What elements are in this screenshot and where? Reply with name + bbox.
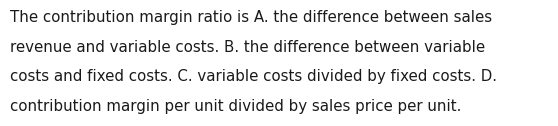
- Text: contribution margin per unit divided by sales price per unit.: contribution margin per unit divided by …: [10, 99, 461, 114]
- Text: The contribution margin ratio is A. the difference between sales: The contribution margin ratio is A. the …: [10, 10, 492, 25]
- Text: costs and fixed costs. C. variable costs divided by fixed costs. D.: costs and fixed costs. C. variable costs…: [10, 69, 497, 84]
- Text: revenue and variable costs. B. the difference between variable: revenue and variable costs. B. the diffe…: [10, 40, 485, 55]
